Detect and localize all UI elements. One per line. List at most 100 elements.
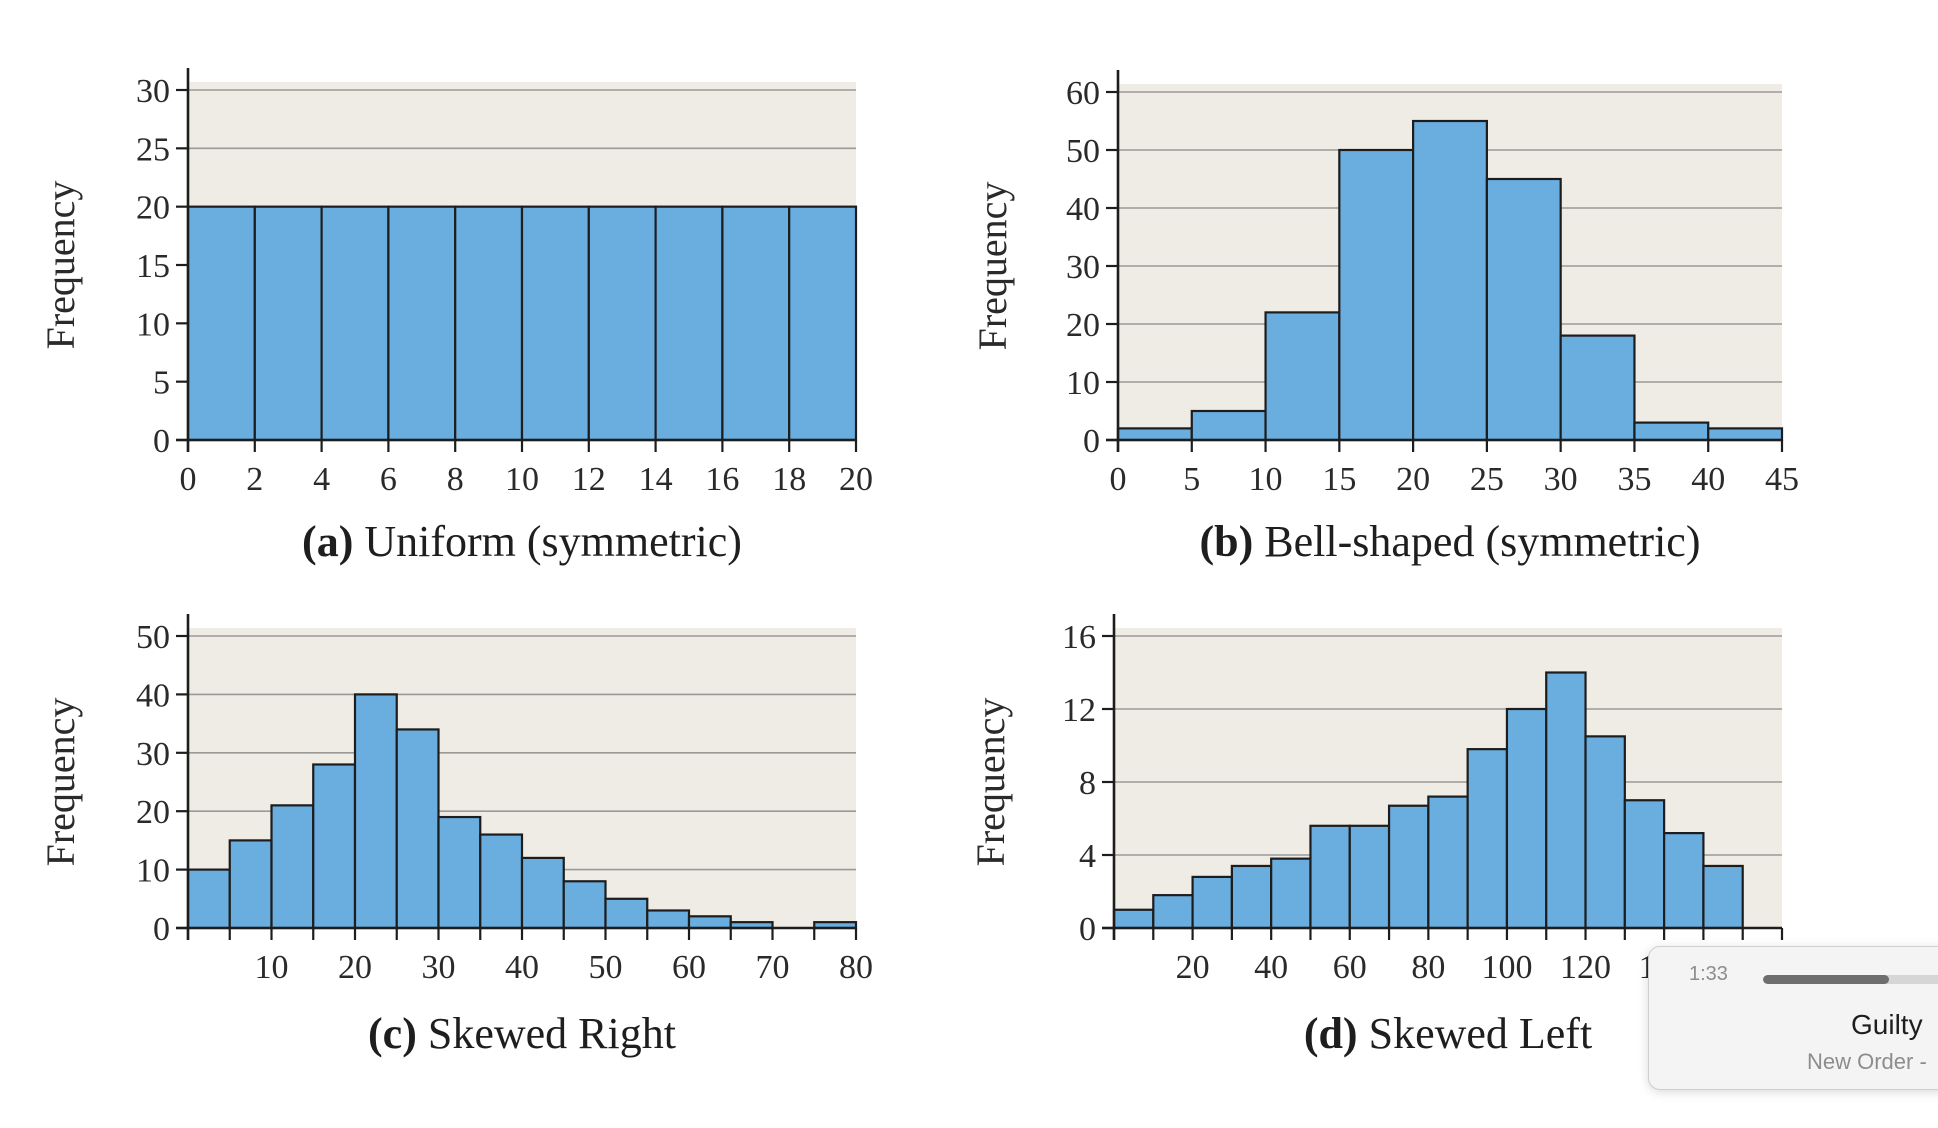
y-tick-label: 50 [136, 619, 170, 656]
histogram-bar [454, 205, 524, 442]
histogram-bar [1623, 799, 1666, 930]
y-tick-label: 50 [1066, 133, 1100, 170]
histogram-bar [1348, 824, 1391, 930]
histogram-bar [1309, 824, 1351, 930]
x-tick-label: 60 [672, 949, 706, 986]
y-tick-label: 5 [153, 365, 170, 402]
y-tick-label: 0 [153, 423, 170, 460]
caption-text: Bell-shaped (symmetric) [1253, 517, 1700, 566]
histogram-bar [520, 856, 565, 930]
y-tick-label: 12 [1062, 692, 1096, 729]
x-tick-label: 4 [313, 461, 330, 498]
x-tick-label: 20 [338, 949, 372, 986]
y-tick-label: 30 [1066, 249, 1100, 286]
histogram-bar [654, 205, 724, 442]
x-tick-label: 8 [447, 461, 464, 498]
y-axis-title: Frequency [970, 182, 1015, 351]
chart-caption: (b) Bell-shaped (symmetric) [1200, 517, 1701, 566]
x-tick-label: 20 [839, 461, 873, 498]
playback-progress-bar[interactable] [1763, 975, 1938, 984]
x-tick-label: 14 [639, 461, 673, 498]
histogram-bar [1663, 831, 1705, 930]
histogram-bar [387, 205, 457, 442]
y-axis-title: Frequency [38, 698, 83, 867]
histogram-panel-4: 048121620406080100120140Frequency(d) Ske… [968, 614, 1784, 1058]
music-player-popup[interactable]: 1:33 Guilty New Order - [1648, 946, 1938, 1090]
x-tick-label: 35 [1617, 461, 1651, 498]
chart-caption: (d) Skewed Left [1304, 1009, 1592, 1058]
x-tick-label: 100 [1481, 949, 1532, 986]
histogram-bar [1412, 119, 1488, 442]
x-tick-label: 10 [505, 461, 539, 498]
playback-time: 1:33 [1689, 963, 1728, 985]
histogram-bar [1466, 748, 1509, 930]
playback-progress-fill [1763, 975, 1889, 984]
x-tick-label: 0 [1110, 461, 1127, 498]
y-tick-label: 0 [1079, 911, 1096, 948]
x-tick-label: 40 [1254, 949, 1288, 986]
chart-caption: (a) Uniform (symmetric) [302, 517, 742, 566]
x-tick-label: 80 [1411, 949, 1445, 986]
x-tick-label: 120 [1560, 949, 1611, 986]
x-tick-label: 45 [1765, 461, 1799, 498]
y-tick-label: 20 [136, 794, 170, 831]
histogram-bar [1702, 864, 1744, 930]
x-tick-label: 5 [1183, 461, 1200, 498]
histogram-bar [1545, 671, 1587, 930]
chart-caption: (c) Skewed Right [368, 1009, 676, 1058]
x-tick-label: 18 [772, 461, 806, 498]
y-tick-label: 0 [1083, 423, 1100, 460]
caption-text: Skewed Right [417, 1009, 676, 1058]
x-tick-label: 16 [705, 461, 739, 498]
x-tick-label: 80 [839, 949, 873, 986]
histogram-bar [1633, 421, 1710, 442]
x-tick-label: 20 [1396, 461, 1430, 498]
histogram-bar [479, 833, 524, 930]
caption-label: (b) [1200, 517, 1254, 566]
histogram-bar [1112, 908, 1155, 930]
y-tick-label: 15 [136, 248, 170, 285]
y-axis-title: Frequency [38, 181, 83, 350]
x-tick-label: 15 [1322, 461, 1356, 498]
histogram-bar [1584, 735, 1626, 930]
histogram-panel-3: 0 10 20 30 40 50 10 20 30 40 50 60 70 80 Frequency (c) … [38, 614, 873, 1058]
y-tick-label: 10 [1066, 365, 1100, 402]
histogram-bar [270, 804, 315, 930]
histogram-bar [1427, 795, 1469, 930]
y-tick-label: 40 [1066, 191, 1100, 228]
caption-label: (c) [368, 1009, 417, 1058]
histogram-bar [1230, 864, 1273, 930]
x-tick-label: 10 [255, 949, 289, 986]
x-tick-label: 30 [1544, 461, 1578, 498]
y-tick-label: 0 [153, 911, 170, 948]
y-tick-label: 20 [1066, 307, 1100, 344]
y-tick-label: 10 [136, 306, 170, 343]
histogram-bar [1270, 857, 1312, 930]
histogram-bar [186, 205, 256, 442]
x-tick-label: 40 [1691, 461, 1725, 498]
y-tick-label: 30 [136, 73, 170, 110]
y-tick-label: 4 [1079, 838, 1096, 875]
x-tick-label: 50 [589, 949, 623, 986]
caption-label: (a) [302, 517, 353, 566]
y-tick-label: 20 [136, 190, 170, 227]
x-tick-label: 20 [1176, 949, 1210, 986]
histogram-bar [687, 915, 732, 930]
x-tick-label: 70 [756, 949, 790, 986]
caption-label: (d) [1304, 1009, 1358, 1058]
y-tick-label: 30 [136, 736, 170, 773]
x-tick-label: 40 [505, 949, 539, 986]
histogram-bar [1116, 427, 1193, 442]
histogram-bar [1707, 427, 1784, 442]
histogram-bar [1190, 409, 1267, 442]
y-tick-label: 60 [1066, 75, 1100, 112]
y-tick-label: 16 [1062, 619, 1096, 656]
y-tick-label: 10 [136, 853, 170, 890]
x-tick-label: 60 [1333, 949, 1367, 986]
histogram-bar [312, 763, 357, 930]
histogram-panel-1: 0 5 10 15 20 25 30 0 2 4 6 8 10 12 14 16 18 20 Frequency (a… [38, 68, 873, 566]
x-tick-label: 0 [180, 461, 197, 498]
histogram-bar [604, 897, 649, 930]
histogram-bar [395, 728, 440, 930]
